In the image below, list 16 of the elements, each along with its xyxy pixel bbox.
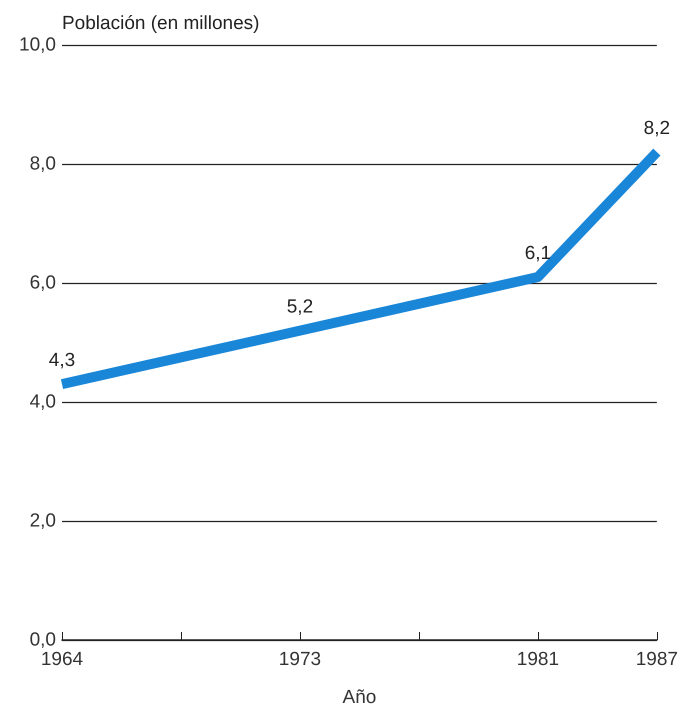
x-tick-label: 1981 (516, 649, 560, 670)
x-tick-label: 1987 (636, 649, 678, 670)
y-axis-title: Población (en millones) (62, 13, 260, 34)
y-tick-label: 10,0 (19, 34, 56, 56)
y-tick-label: 0,0 (30, 630, 56, 650)
x-tick-label: 1964 (40, 649, 84, 670)
y-tick-label: 6,0 (30, 272, 56, 294)
data-label: 6,1 (524, 243, 552, 264)
data-label: 5,2 (286, 296, 314, 318)
data-label: 8,2 (644, 118, 670, 140)
data-label: 4,3 (48, 350, 76, 372)
x-axis-title: Año (342, 687, 376, 708)
y-tick-label: 4,0 (30, 392, 56, 412)
x-tick-label: 1973 (278, 649, 322, 670)
y-tick-label: 2,0 (30, 510, 56, 532)
y-tick-label: 8,0 (30, 154, 56, 174)
